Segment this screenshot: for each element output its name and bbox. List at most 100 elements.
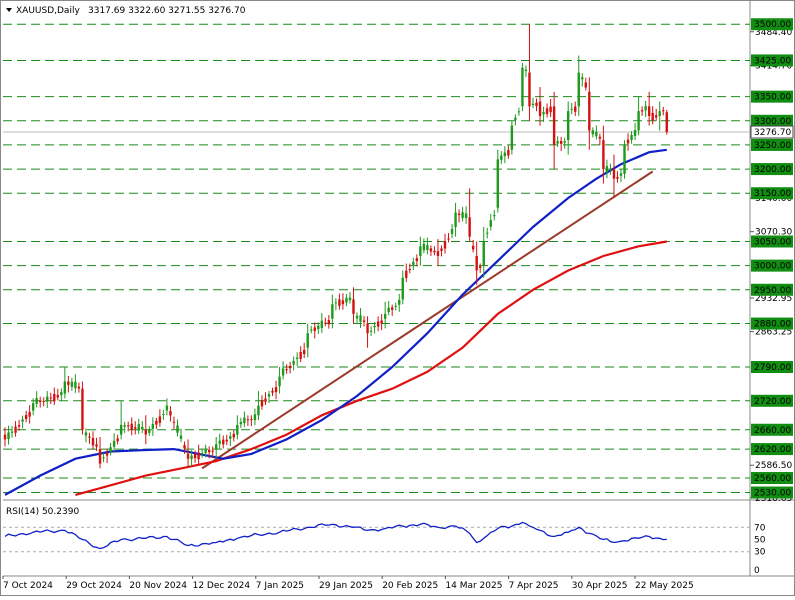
candle: [303, 349, 306, 355]
candle: [42, 400, 45, 402]
candle: [623, 144, 626, 174]
level-label: 3200.00: [754, 165, 791, 175]
candle: [461, 212, 464, 219]
candle: [39, 400, 42, 402]
candle: [440, 248, 443, 251]
candle: [253, 414, 257, 421]
candle: [165, 405, 169, 411]
candle: [14, 426, 17, 433]
price-tick-label: 3070.30: [755, 228, 792, 238]
candle: [479, 266, 482, 268]
candle: [559, 140, 563, 144]
candle: [243, 417, 246, 424]
candle: [225, 439, 228, 442]
candle: [267, 394, 271, 397]
candle: [63, 381, 67, 394]
candle: [190, 455, 193, 460]
level-label: 2790.00: [754, 363, 791, 373]
candle: [306, 333, 309, 348]
level-label: 3300.00: [754, 117, 791, 127]
candle: [531, 103, 535, 106]
level-label-bg: [751, 317, 793, 330]
level-label-bg: [751, 163, 793, 176]
price-tick-label: 2863.25: [755, 328, 792, 338]
candle: [324, 322, 327, 324]
level-label: 2880.00: [754, 320, 791, 330]
candle: [454, 212, 457, 228]
candle: [626, 139, 630, 144]
candle: [338, 299, 341, 306]
candle: [398, 299, 401, 305]
candle: [112, 440, 116, 447]
candle: [331, 304, 334, 319]
candle: [317, 325, 320, 329]
candle: [137, 424, 140, 431]
candle: [588, 91, 591, 131]
candle: [158, 416, 162, 423]
candle: [394, 305, 397, 307]
dropdown-triangle-icon[interactable]: [6, 8, 12, 12]
candle: [475, 255, 478, 271]
candle: [49, 397, 52, 399]
symbol-label: XAUUSD,Daily: [16, 6, 80, 16]
candle: [486, 232, 489, 234]
candle: [95, 444, 98, 447]
candle: [179, 435, 183, 439]
candle: [60, 392, 63, 396]
level-label: 2950.00: [754, 286, 791, 296]
candle: [433, 250, 436, 253]
candle: [359, 315, 362, 322]
candle: [215, 444, 218, 450]
candle: [345, 297, 348, 303]
candle: [591, 130, 595, 135]
candle: [581, 77, 584, 80]
candle: [105, 453, 109, 456]
price-axis: 3484.403414.703140.003070.302932.952863.…: [750, 18, 794, 504]
candle: [556, 141, 559, 144]
candle: [257, 405, 260, 416]
candle: [391, 307, 394, 310]
candle: [552, 106, 556, 145]
candle: [218, 440, 221, 444]
candle: [524, 69, 528, 72]
candle: [74, 381, 77, 389]
candle: [21, 419, 24, 422]
candle: [162, 413, 165, 415]
candle: [222, 439, 225, 445]
candle: [77, 386, 81, 389]
candle: [464, 213, 468, 218]
time-tick-label: 7 Oct 2024: [3, 581, 53, 591]
candle: [355, 315, 359, 319]
candle: [172, 421, 176, 423]
candle: [176, 425, 179, 433]
candle: [542, 111, 545, 115]
price-tick-label: 2518.65: [755, 494, 792, 504]
current-price-box: [750, 125, 794, 139]
time-tick-label: 7 Jan 2025: [256, 581, 304, 591]
level-label: 2660.00: [754, 426, 791, 436]
level-label-bg: [751, 443, 793, 456]
time-tick-label: 20 Nov 2024: [129, 581, 187, 591]
time-tick-label: 14 Mar 2025: [445, 581, 502, 591]
time-tick-label: 22 May 2025: [635, 581, 694, 591]
candle: [422, 243, 426, 251]
candle: [373, 325, 376, 328]
level-label-bg: [751, 361, 793, 374]
candle: [665, 112, 668, 133]
candle: [200, 453, 204, 455]
candle: [116, 438, 119, 442]
candle: [102, 457, 105, 459]
candle: [186, 453, 190, 459]
candle: [489, 220, 492, 227]
candle: [482, 241, 485, 266]
candle: [426, 245, 429, 251]
candle: [197, 452, 200, 460]
level-label-bg: [751, 486, 793, 499]
candle: [644, 106, 647, 111]
candle: [53, 393, 56, 402]
candle: [609, 168, 612, 170]
rsi-title: RSI(14) 50.2390: [6, 507, 79, 517]
level-label: 3425.00: [754, 56, 791, 66]
level-label-bg: [751, 90, 793, 103]
